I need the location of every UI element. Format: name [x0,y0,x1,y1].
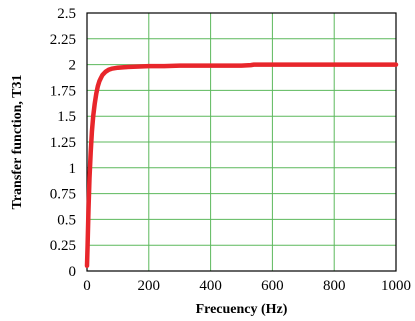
x-axis-label: Frecuency (Hz) [196,302,288,317]
x-tick-label: 800 [323,278,346,294]
x-tick-label: 0 [83,278,91,294]
y-tick-label: 0.5 [57,212,76,228]
x-tick-label: 400 [199,278,222,294]
y-tick-label: 0.25 [50,238,76,254]
y-tick-label: 1.75 [50,83,76,99]
plot-frame [86,12,397,272]
series-line [84,62,399,269]
y-tick-label: 2.5 [57,6,76,22]
x-tick-label: 600 [261,278,284,294]
x-tick-label: 200 [138,278,161,294]
y-tick-label: 1 [69,161,77,177]
x-tick-label: 1000 [381,278,411,294]
y-tick-label: 0.75 [50,187,76,203]
y-tick-label: 0 [69,264,77,280]
y-axis-label: Transfer function, T31 [10,75,25,210]
grid-lines [87,13,396,271]
y-tick-labels: 0 0.25 0.5 0.75 1 1.25 1.5 1.75 2 2.25 2.5 [50,6,76,280]
y-tick-label: 2.25 [50,32,76,48]
y-tick-label: 1.25 [50,135,76,151]
series-layer [84,62,399,269]
y-tick-label: 2 [69,58,77,74]
y-tick-label: 1.5 [57,109,76,125]
x-tick-labels: 0 200 400 600 800 1000 [83,278,411,294]
